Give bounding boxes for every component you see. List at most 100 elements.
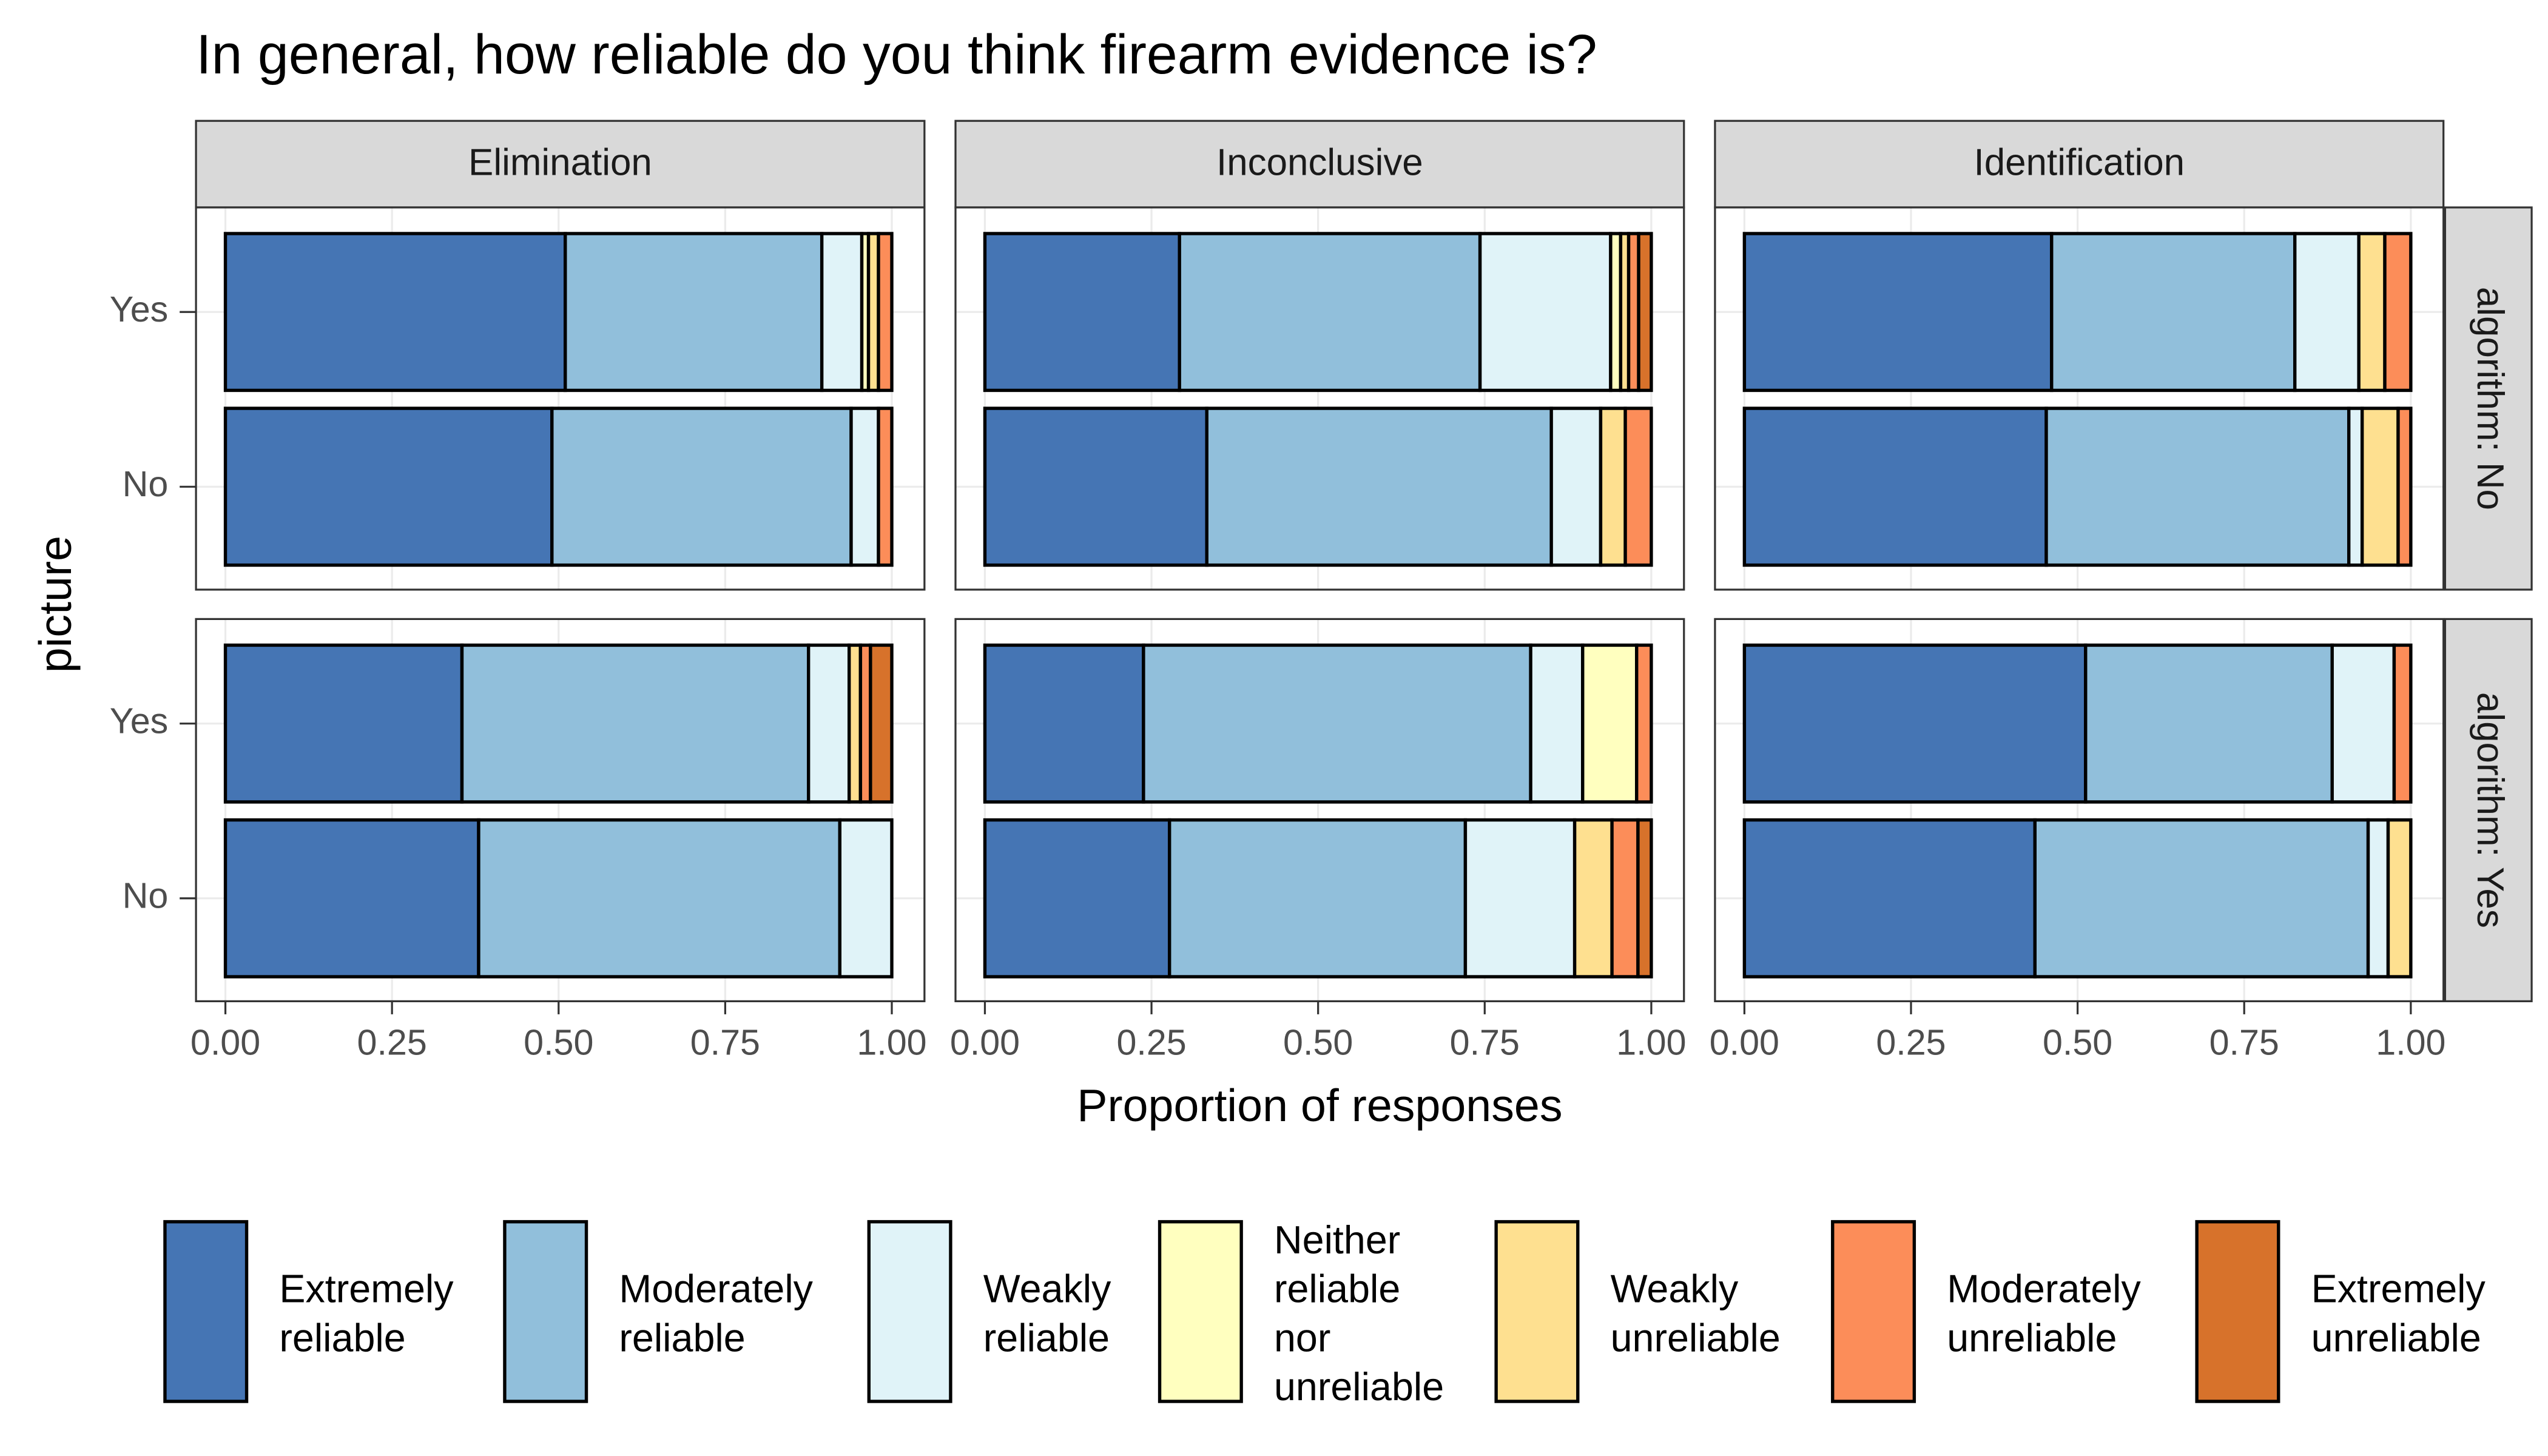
legend-swatch (163, 1220, 249, 1403)
bar-segment (2386, 818, 2413, 979)
chart-title: In general, how reliable do you think fi… (196, 24, 1597, 86)
x-tick-label: 0.50 (2043, 1022, 2112, 1063)
facet-label: Inconclusive (1216, 141, 1423, 183)
bar-segment (477, 818, 842, 979)
bar-segment (2360, 406, 2400, 567)
bar-segment (223, 643, 464, 804)
facet-label: algorithm: No (2469, 287, 2511, 510)
bar-segment (2293, 232, 2361, 393)
legend-swatch (1494, 1220, 1580, 1403)
bar-segment (1549, 406, 1603, 567)
bar-segment (838, 818, 894, 979)
legend-label: Weakly reliable (983, 1267, 1122, 1360)
bar-segment (1463, 818, 1577, 979)
y-tick-label: No (123, 875, 169, 915)
y-tick-label: Yes (110, 289, 169, 329)
bar-segment (1529, 643, 1585, 804)
x-tick-label: 0.50 (524, 1022, 593, 1063)
facet-strip (2444, 618, 2533, 1002)
bar-segment (877, 232, 894, 393)
legend-label: Moderately reliable (619, 1267, 824, 1360)
bar-segment (983, 643, 1145, 804)
x-tick-label: 1.00 (1616, 1022, 1686, 1063)
bar-segment (1478, 232, 1613, 393)
legend-swatch (503, 1220, 588, 1403)
x-tick-label: 0.75 (1450, 1022, 1520, 1063)
facet-label: Identification (1974, 141, 2185, 183)
legend-label: Weakly unreliable (1611, 1267, 1781, 1360)
bar-segment (1742, 643, 2088, 804)
x-tick-label: 0.00 (950, 1022, 1020, 1063)
x-tick-label: 0.25 (357, 1022, 427, 1063)
bar-segment (2347, 406, 2364, 567)
bar-segment (1636, 818, 1653, 979)
legend-label: Extremely reliable (279, 1267, 464, 1360)
legend-label: Extremely unreliable (2311, 1267, 2496, 1360)
x-axis-label: Proportion of responses (1077, 1080, 1562, 1131)
y-axis-label: picture (30, 536, 81, 673)
x-tick-label: 1.00 (857, 1022, 926, 1063)
legend-label: Neither reliable nor unreliable (1274, 1218, 1444, 1409)
x-tick-label: 0.50 (1283, 1022, 1353, 1063)
bar-segment (2044, 406, 2351, 567)
bar-segment (849, 406, 880, 567)
bar-segment (1205, 406, 1553, 567)
legend-swatch (1831, 1220, 1916, 1403)
legend-swatch (1158, 1220, 1243, 1403)
bar-segment (2357, 232, 2387, 393)
x-tick-label: 0.00 (190, 1022, 260, 1063)
x-tick-label: 0.75 (2209, 1022, 2279, 1063)
bar-segment (1742, 406, 2048, 567)
y-tick-label: No (123, 463, 169, 504)
x-tick-label: 0.75 (690, 1022, 760, 1063)
bar-segment (807, 643, 851, 804)
x-tick-label: 0.00 (1710, 1022, 1779, 1063)
bar-segment (848, 643, 863, 804)
x-tick-label: 1.00 (2376, 1022, 2445, 1063)
bar-segment (1168, 818, 1468, 979)
bar-segment (1623, 406, 1653, 567)
bar-segment (1581, 643, 1639, 804)
x-tick-label: 0.25 (1876, 1022, 1946, 1063)
bar-segment (1742, 818, 2037, 979)
bar-segment (1142, 643, 1532, 804)
bar-segment (2396, 406, 2413, 567)
bar-segment (2366, 818, 2390, 979)
facet-strip (1714, 120, 2445, 209)
panel-border (954, 618, 1685, 1002)
bar-segment (983, 232, 1181, 393)
bar-segment (2033, 818, 2370, 979)
bar-segment (2050, 232, 2297, 393)
bar-segment (460, 643, 811, 804)
bar-segment (877, 406, 894, 567)
bar-segment (564, 232, 824, 393)
panel-border (954, 206, 1685, 591)
bar-segment (2392, 643, 2413, 804)
panel-border (195, 618, 926, 1002)
bar-segment (1610, 818, 1640, 979)
bar-segment (1637, 232, 1653, 393)
panel-border (195, 206, 926, 591)
bar-segment (223, 232, 567, 393)
legend-swatch (2195, 1220, 2280, 1403)
bar-segment (1178, 232, 1482, 393)
legend-swatch (867, 1220, 952, 1403)
facet-label: Elimination (468, 141, 652, 183)
bar-segment (869, 643, 894, 804)
bar-segment (2084, 643, 2334, 804)
bar-segment (1572, 818, 1614, 979)
bar-segment (223, 818, 480, 979)
bar-segment (1599, 406, 1627, 567)
bar-segment (820, 232, 864, 393)
bar-segment (2330, 643, 2396, 804)
panel-border (1714, 618, 2445, 1002)
bar-segment (1742, 232, 2054, 393)
facet-strip (2444, 206, 2533, 591)
bar-segment (983, 406, 1208, 567)
y-tick-label: Yes (110, 700, 169, 741)
facet-strip (195, 120, 926, 209)
x-tick-label: 0.25 (1116, 1022, 1186, 1063)
facet-label: algorithm: Yes (2469, 692, 2511, 928)
panel-border (1714, 206, 2445, 591)
